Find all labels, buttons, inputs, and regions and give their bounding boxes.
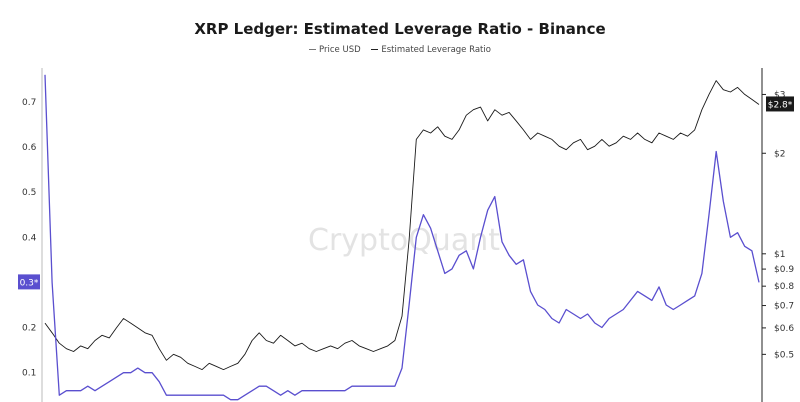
right-tick-label: $2 — [774, 149, 785, 159]
right-tick-label: $1 — [774, 250, 785, 260]
left-tick-label: 0.5 — [22, 188, 36, 198]
left-tick-label: 0.4 — [22, 233, 37, 243]
legend-item-price: Price USD — [309, 45, 361, 55]
legend-swatch-leverage — [371, 49, 379, 50]
left-axis-ticks: 0.1 0.2 0.4 0.5 0.6 0.7 — [22, 98, 37, 379]
legend-label-price: Price USD — [319, 45, 361, 55]
right-tick-label: $0.6 — [774, 324, 794, 334]
badge-left-label: 0.3* — [20, 278, 39, 288]
badge-left-bg — [18, 274, 40, 290]
watermark-text: CryptoQuant — [308, 223, 500, 258]
legend-item-leverage: Estimated Leverage Ratio — [371, 45, 491, 55]
right-axis-ticks: $0.5 $0.6 $0.7 $0.8 $0.9 $1 $2 $3 — [762, 90, 794, 360]
price-usd-line — [44, 80, 760, 371]
right-tick-label: $0.9 — [774, 265, 794, 275]
left-tick-label: 0.6 — [22, 143, 37, 153]
legend-label-leverage: Estimated Leverage Ratio — [381, 45, 491, 55]
current-price-badge: $2.8* — [766, 96, 794, 112]
chart-legend: Price USD Estimated Leverage Ratio — [0, 45, 800, 55]
right-tick-label: $3 — [774, 90, 785, 100]
right-tick-label: $0.5 — [774, 350, 794, 360]
current-leverage-badge: 0.3* — [18, 274, 40, 290]
left-tick-label: 0.1 — [22, 369, 36, 379]
left-tick-label: 0.2 — [22, 324, 36, 334]
right-tick-label: $0.7 — [774, 302, 794, 312]
legend-swatch-price — [309, 49, 317, 50]
chart-title: XRP Ledger: Estimated Leverage Ratio - B… — [194, 20, 606, 38]
left-tick-label: 0.7 — [22, 98, 36, 108]
right-tick-label: $0.8 — [774, 282, 794, 292]
badge-right-bg — [766, 96, 794, 112]
badge-right-label: $2.8* — [768, 100, 793, 110]
leverage-ratio-line — [44, 74, 760, 401]
